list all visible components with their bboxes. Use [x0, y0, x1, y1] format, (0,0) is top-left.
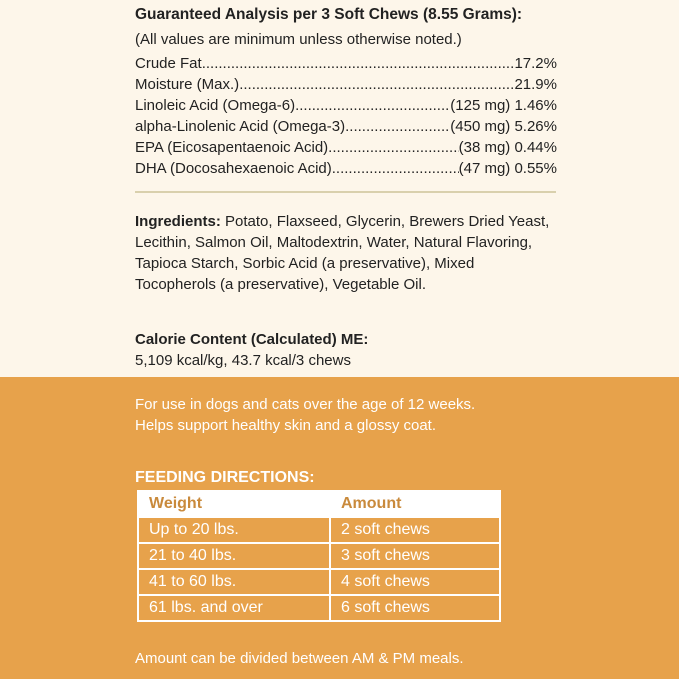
cell-amount: 3 soft chews — [329, 542, 501, 570]
analysis-row: Linoleic Acid (Omega-6) (125 mg) 1.46% — [135, 95, 557, 116]
row-value: (125 mg) 1.46% — [450, 97, 557, 114]
ingredients-text: Potato, Flaxseed, Glycerin, Brewers Drie… — [135, 213, 550, 293]
table-row: 61 lbs. and over 6 soft chews — [137, 594, 501, 622]
analysis-row: EPA (Eicosapentaenoic Acid) (38 mg) 0.44% — [135, 137, 557, 158]
calorie-content: Calorie Content (Calculated) ME: 5,109 kc… — [135, 329, 368, 371]
header-weight: Weight — [137, 490, 331, 518]
table-row: 21 to 40 lbs. 3 soft chews — [137, 542, 501, 570]
feeding-note: Amount can be divided between AM & PM me… — [135, 650, 464, 667]
usage-line: Helps support healthy skin and a glossy … — [135, 417, 437, 434]
usage-section: For use in dogs and cats over the age of… — [0, 377, 679, 679]
ingredients-label: Ingredients: — [135, 213, 221, 230]
cell-weight: 41 to 60 lbs. — [137, 568, 331, 596]
analysis-note: (All values are minimum unless otherwise… — [135, 31, 462, 48]
ingredients: Ingredients: Potato, Flaxseed, Glycerin,… — [135, 211, 555, 295]
table-row: Up to 20 lbs. 2 soft chews — [137, 516, 501, 544]
calorie-label: Calorie Content (Calculated) ME: — [135, 331, 369, 348]
analysis-title: Guaranteed Analysis per 3 Soft Chews (8.… — [135, 6, 523, 23]
table-header: Weight Amount — [137, 490, 501, 518]
cell-amount: 4 soft chews — [329, 568, 501, 596]
cell-amount: 6 soft chews — [329, 594, 501, 622]
row-label: Crude Fat — [135, 55, 202, 72]
cell-weight: 21 to 40 lbs. — [137, 542, 331, 570]
table-row: 41 to 60 lbs. 4 soft chews — [137, 568, 501, 596]
feeding-title: FEEDING DIRECTIONS: — [135, 469, 315, 486]
calorie-value: 5,109 kcal/kg, 43.7 kcal/3 chews — [135, 352, 351, 369]
cell-weight: Up to 20 lbs. — [137, 516, 331, 544]
row-label: Linoleic Acid (Omega-6) — [135, 97, 296, 114]
row-value: 17.2% — [514, 55, 557, 72]
analysis-section: Guaranteed Analysis per 3 Soft Chews (8.… — [0, 0, 679, 377]
analysis-row: Moisture (Max.) 21.9% — [135, 74, 557, 95]
header-amount: Amount — [329, 490, 501, 518]
row-value: (38 mg) 0.44% — [458, 139, 557, 156]
cell-amount: 2 soft chews — [329, 516, 501, 544]
feeding-table: Weight Amount Up to 20 lbs. 2 soft chews 2… — [137, 490, 501, 622]
row-label: Moisture (Max.) — [135, 76, 240, 93]
row-value: (47 mg) 0.55% — [458, 160, 557, 177]
row-label: EPA (Eicosapentaenoic Acid) — [135, 139, 329, 156]
analysis-row: DHA (Docosahexaenoic Acid) (47 mg) 0.55% — [135, 158, 557, 179]
usage-line: For use in dogs and cats over the age of… — [135, 396, 476, 413]
cell-weight: 61 lbs. and over — [137, 594, 331, 622]
usage-text: For use in dogs and cats over the age of… — [135, 394, 475, 436]
row-value: (450 mg) 5.26% — [450, 118, 557, 135]
row-label: DHA (Docosahexaenoic Acid) — [135, 160, 332, 177]
analysis-list: Crude Fat 17.2% Moisture (Max.) 21.9% Lino… — [135, 53, 557, 179]
analysis-row: Crude Fat 17.2% — [135, 53, 557, 74]
row-value: 21.9% — [514, 76, 557, 93]
analysis-row: alpha-Linolenic Acid (Omega-3) (450 mg) 5… — [135, 116, 557, 137]
divider — [135, 191, 556, 193]
row-label: alpha-Linolenic Acid (Omega-3) — [135, 118, 346, 135]
